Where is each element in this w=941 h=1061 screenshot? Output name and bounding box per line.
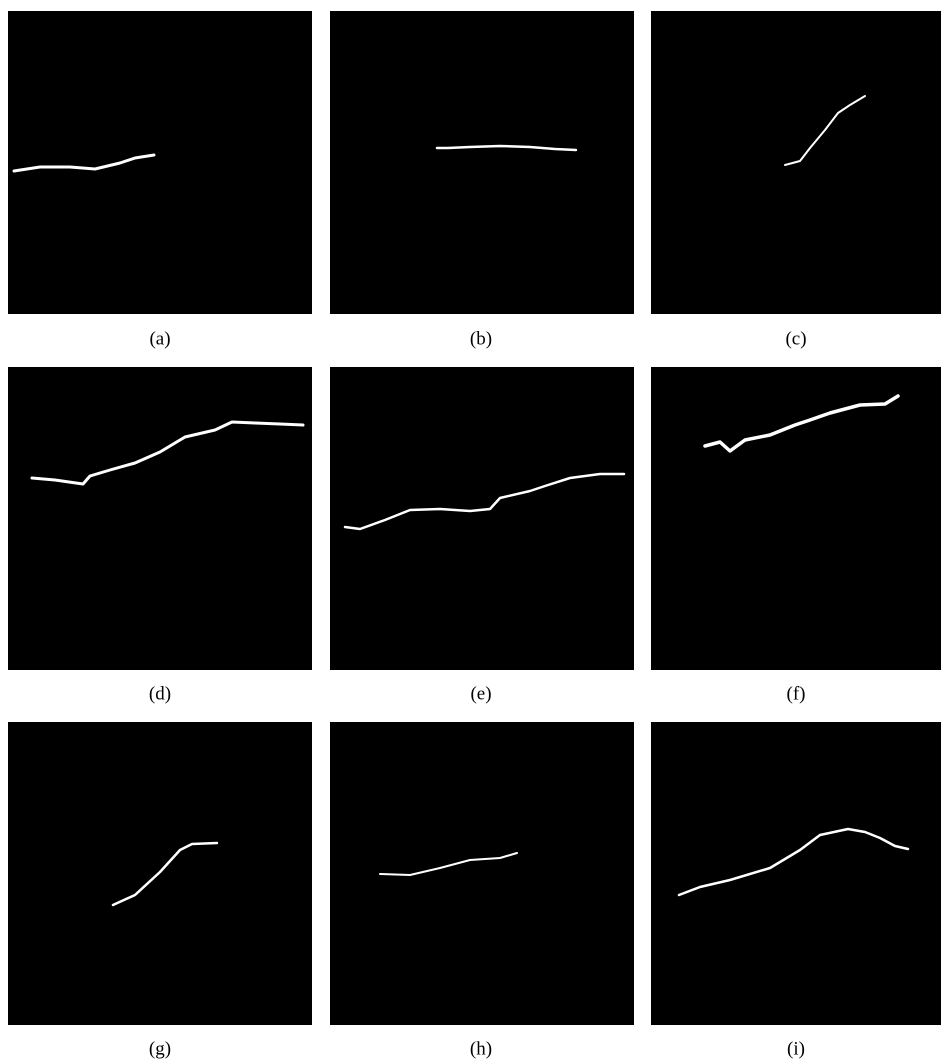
panel-caption: (e)	[470, 683, 491, 704]
panel-image	[651, 722, 941, 1025]
panel-caption: (a)	[149, 328, 170, 349]
panel-image	[8, 11, 312, 314]
panel-image	[8, 367, 312, 670]
panel-caption: (b)	[470, 328, 492, 349]
figure: (a) (b) (c) (d) (e) (f) (g) (h) (i)	[0, 0, 941, 1061]
panel-image	[330, 722, 634, 1025]
panel-caption: (f)	[787, 683, 806, 704]
panel-caption: (i)	[787, 1038, 805, 1059]
panel-image	[330, 11, 634, 314]
panel-caption: (h)	[470, 1038, 492, 1059]
panel-caption: (d)	[149, 683, 171, 704]
panel-caption: (c)	[785, 328, 806, 349]
page: (a)(b)(c)(d)(e)(f)(g)(h)(i) (() => { con…	[0, 0, 941, 1061]
panel-caption: (g)	[149, 1038, 171, 1059]
panel-image	[330, 367, 634, 670]
panel-image	[651, 367, 941, 670]
